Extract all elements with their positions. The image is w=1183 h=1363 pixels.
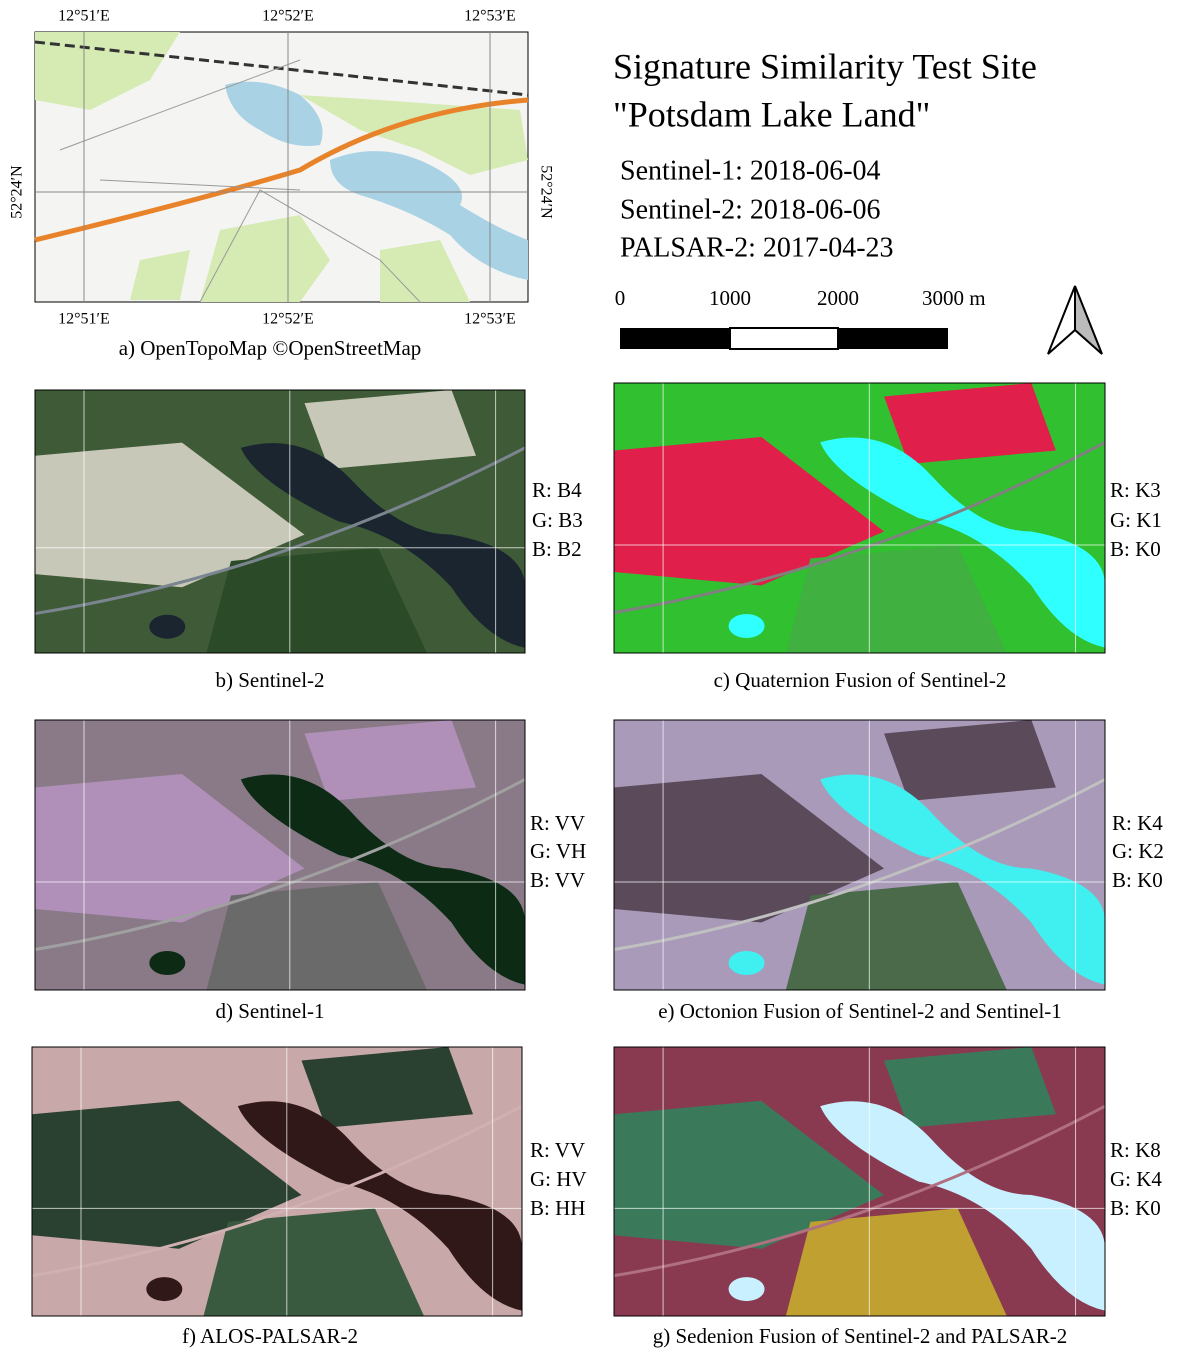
longitude-label: 12°51′E	[58, 8, 110, 25]
band-label: R: K8	[1110, 1138, 1161, 1162]
band-label: G: HV	[530, 1167, 587, 1191]
image-panel	[35, 390, 525, 653]
field-patch	[305, 390, 477, 469]
band-label: G: B3	[532, 508, 583, 532]
image-panel	[35, 720, 525, 990]
band-label: G: VH	[530, 839, 586, 863]
image-panel	[614, 1047, 1105, 1316]
image-panel	[614, 383, 1105, 653]
longitude-label: 12°53′E	[464, 8, 516, 25]
longitude-label: 12°52′E	[262, 311, 314, 328]
longitude-label: 12°51′E	[58, 311, 110, 328]
field-patch	[302, 1047, 474, 1128]
band-label: G: K1	[1110, 508, 1162, 532]
longitude-label: 12°53′E	[464, 311, 516, 328]
lake	[729, 614, 765, 638]
title-line: "Potsdam Lake Land"	[613, 94, 930, 134]
acquisition-date: Sentinel-1: 2018-06-04	[620, 155, 881, 186]
lake	[729, 951, 765, 975]
scale-bar	[620, 328, 948, 349]
lake	[149, 615, 185, 639]
lake	[146, 1277, 182, 1301]
lake	[149, 951, 185, 975]
band-label: R: VV	[530, 1138, 585, 1162]
band-label: B: K0	[1112, 868, 1163, 892]
latitude-label: 52°24′N	[537, 165, 554, 219]
scale-label: 3000 m	[922, 286, 986, 310]
field-patch	[305, 720, 477, 801]
latitude-label: 52°24′N	[9, 165, 26, 219]
band-label: G: K4	[1110, 1167, 1162, 1191]
acquisition-date: Sentinel-2: 2018-06-06	[620, 194, 881, 225]
field-patch	[884, 1047, 1056, 1128]
figure: Signature Similarity Test Site "Potsdam L…	[0, 0, 1183, 1358]
longitude-label: 12°52′E	[262, 8, 314, 25]
band-label: B: B2	[532, 537, 582, 561]
band-label: R: K3	[1110, 478, 1161, 502]
lake	[729, 1277, 765, 1301]
caption: b) Sentinel-2	[215, 668, 324, 692]
north-arrow	[1048, 286, 1102, 354]
topo-map	[35, 32, 528, 302]
band-label: B: K0	[1110, 1196, 1161, 1220]
band-label: G: K2	[1112, 839, 1164, 863]
acquisition-date: PALSAR-2: 2017-04-23	[620, 232, 894, 263]
caption: f) ALOS-PALSAR-2	[182, 1324, 358, 1348]
caption: g) Sedenion Fusion of Sentinel-2 and PAL…	[653, 1324, 1068, 1348]
scale-label: 1000	[709, 286, 751, 310]
band-label: B: VV	[530, 868, 585, 892]
band-label: B: K0	[1110, 537, 1161, 561]
band-label: R: B4	[532, 478, 582, 502]
field-patch	[884, 720, 1056, 801]
caption: d) Sentinel-1	[215, 999, 324, 1023]
band-label: R: K4	[1112, 811, 1163, 835]
caption: a) OpenTopoMap ©OpenStreetMap	[119, 336, 422, 360]
caption: e) Octonion Fusion of Sentinel-2 and Sen…	[658, 999, 1062, 1023]
band-label: B: HH	[530, 1196, 585, 1220]
image-panel	[614, 720, 1105, 990]
field-patch	[884, 383, 1056, 464]
scale-label: 2000	[817, 286, 859, 310]
caption: c) Quaternion Fusion of Sentinel-2	[714, 668, 1007, 692]
image-panel	[32, 1047, 522, 1316]
title-line: Signature Similarity Test Site	[613, 46, 1037, 86]
scale-label: 0	[615, 286, 626, 310]
band-label: R: VV	[530, 811, 585, 835]
